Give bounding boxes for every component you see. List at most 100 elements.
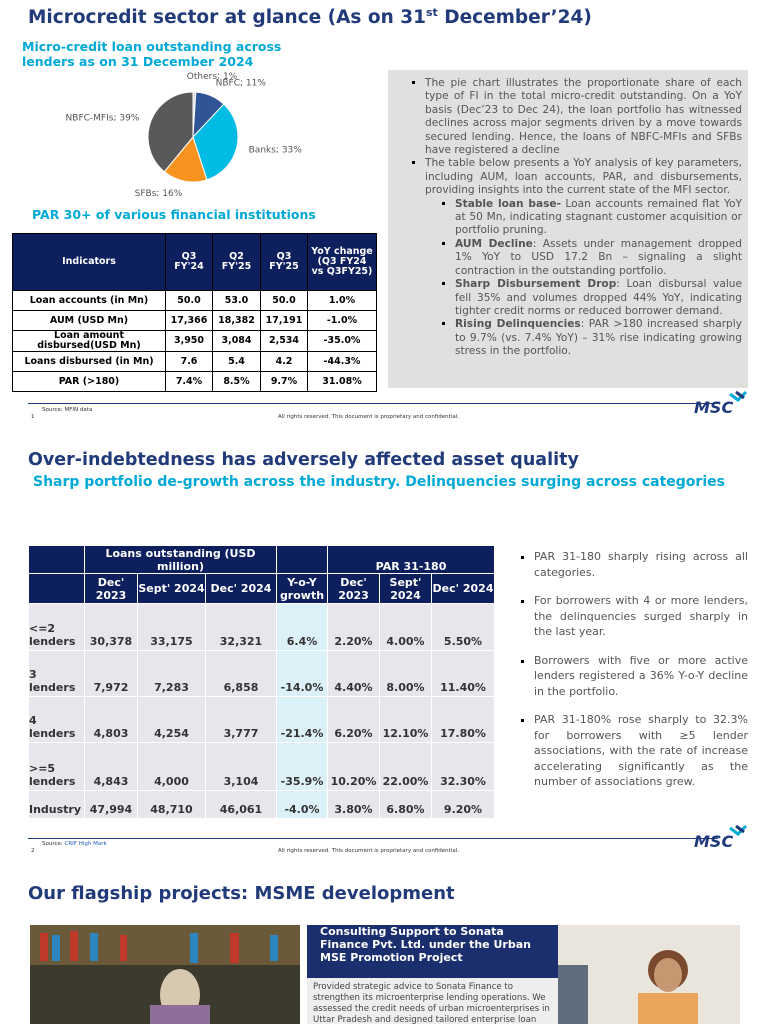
cell: Loan accounts (in Mn): [12, 290, 166, 311]
page-number: 1: [31, 414, 35, 420]
pie-category: NBFC-MFIs: [66, 113, 114, 123]
header-cell: Dec' 2024: [430, 573, 496, 604]
lender-table: Loans outstanding (USD million) PAR 31-18…: [28, 545, 496, 819]
cell: 4,254: [137, 696, 206, 743]
cell: 3.80%: [327, 790, 380, 819]
row: <=2 lenders 30,378 33,175 32,321 6.4% 2.20% 4.…: [28, 603, 496, 651]
cell: 3 lenders: [28, 650, 85, 697]
header-cell: Indicators: [12, 233, 166, 291]
bullet-list: PAR 31-180 sharply rising across all cat…: [516, 549, 748, 790]
cell: 4.40%: [327, 650, 380, 697]
pie-label: NBFC-MFIs; 39%: [66, 113, 140, 123]
footer-line: [28, 838, 718, 839]
notes-list: The pie chart illustrates the proportion…: [408, 77, 742, 359]
bullet: The table below presents a YoY analysis …: [425, 157, 742, 197]
logo-mark: [729, 824, 748, 836]
cell: 30,378: [84, 603, 138, 651]
cell: Industry: [28, 790, 85, 819]
cell: 4,803: [84, 696, 138, 743]
indicator-table: Indicators Q3 FY'24 Q2 FY'25 Q3 FY'25 YoY ch…: [12, 233, 377, 392]
source: Source: CRIF High Mark: [42, 841, 107, 847]
logo: MSC: [694, 832, 734, 851]
blank-cell: [276, 545, 328, 574]
cell: 3,950: [165, 330, 213, 352]
slide-title: Over-indebtedness has adversely affected…: [28, 450, 579, 470]
cell: 32,321: [205, 603, 277, 651]
bullet: The pie chart illustrates the proportion…: [425, 77, 742, 157]
blank-cell: [28, 573, 85, 604]
sub-bullet-text: : Loan disbursal value fell 35% and volu…: [455, 278, 742, 317]
cell: 2,534: [260, 330, 308, 352]
pie-value-label: 11%: [246, 78, 266, 88]
cell: 9.20%: [430, 790, 496, 819]
page-number: 2: [31, 848, 35, 854]
cell: 48,710: [137, 790, 206, 819]
cell: 6.20%: [327, 696, 380, 743]
cell: -21.4%: [276, 696, 328, 743]
logo: MSC: [694, 398, 734, 417]
source-name: CRIF High Mark: [64, 841, 107, 847]
cell: 8.00%: [379, 650, 432, 697]
pie-label: Banks; 33%: [249, 145, 303, 155]
slide-subtitle: Sharp portfolio de-growth across the ind…: [33, 474, 725, 490]
pie-heading: Micro-credit loan outstanding across len…: [22, 39, 282, 69]
cell: 11.40%: [430, 650, 496, 697]
notes-box: The pie chart illustrates the proportion…: [388, 70, 748, 388]
rights: All rights reserved. This document is pr…: [278, 848, 459, 854]
cell: 10.20%: [327, 742, 380, 791]
row: 3 lenders 7,972 7,283 6,858 -14.0% 4.40% 8.00%…: [28, 650, 496, 697]
cell: PAR (>180): [12, 371, 166, 392]
header-cell: Sept' 2024: [379, 573, 432, 604]
sub-bullet-list: Stable loan base- Loan accounts remained…: [425, 198, 742, 359]
cell: 4 lenders: [28, 696, 85, 743]
row: >=5 lenders 4,843 4,000 3,104 -35.9% 10.20% 22…: [28, 742, 496, 791]
card-title: Consulting Support to Sonata Finance Pvt…: [307, 925, 558, 978]
pie-category: Others: [187, 72, 218, 82]
cell: 4.2: [260, 351, 308, 372]
pie-value-label: 39%: [119, 113, 139, 123]
bullet: PAR 31-180% rose sharply to 32.3% for bo…: [534, 712, 748, 790]
cell: Loans disbursed (in Mn): [12, 351, 166, 372]
cell: 46,061: [205, 790, 277, 819]
pie-category: NBFC: [216, 78, 240, 88]
cell: 32.30%: [430, 742, 496, 791]
cell: 18,382: [212, 310, 261, 331]
cell: 3,104: [205, 742, 277, 791]
pie-label: Others; 1%: [187, 72, 238, 82]
bullets: PAR 31-180 sharply rising across all cat…: [516, 549, 748, 803]
slide-title: Microcredit sector at glance (As on 31st…: [28, 6, 592, 28]
row: Loan amount disbursed(USD Mn) 3,950 3,084 2…: [12, 330, 377, 352]
rights: All rights reserved. This document is pr…: [278, 414, 459, 420]
title-text: Microcredit sector at glance (As on 31: [28, 7, 426, 29]
cell: -44.3%: [307, 351, 377, 372]
header-cell: YoY change (Q3 FY24 vs Q3FY25): [307, 233, 377, 291]
header-row: Dec' 2023 Sept' 2024 Dec' 2024 Y-o-Y growth…: [28, 573, 496, 604]
pie-slice: [192, 103, 239, 181]
sub-bullet: Rising Delinquencies: PAR >180 increased…: [455, 318, 742, 358]
cell: 4,843: [84, 742, 138, 791]
sub-bullet-lead: Rising Delinquencies: [455, 318, 581, 331]
sub-bullet-text: : Assets under management dropped 1% YoY…: [455, 237, 742, 277]
photo-office: [558, 925, 740, 1024]
cell: 2.20%: [327, 603, 380, 651]
sub-bullet-lead: Sharp Disbursement Drop: [455, 278, 617, 291]
cell: 3,084: [212, 330, 261, 352]
cell: 4.00%: [379, 603, 432, 651]
pie-value-label: 1%: [223, 72, 238, 82]
cell: 6.80%: [379, 790, 432, 819]
cell: 47,994: [84, 790, 138, 819]
cell: 17,366: [165, 310, 213, 331]
slide-title: Our flagship projects: MSME development: [28, 883, 455, 904]
logo-mark: [729, 390, 748, 402]
cell: 4,000: [137, 742, 206, 791]
bullet: Borrowers with five or more active lende…: [534, 653, 748, 700]
cell: 3,777: [205, 696, 277, 743]
row: 4 lenders 4,803 4,254 3,777 -21.4% 6.20% 12.10…: [28, 696, 496, 743]
cell: >=5 lenders: [28, 742, 85, 791]
cell: 50.0: [260, 290, 308, 311]
header-cell: Dec' 2023: [84, 573, 138, 604]
title-text: December’24): [437, 7, 592, 29]
cell: -1.0%: [307, 310, 377, 331]
group-row: Loans outstanding (USD million) PAR 31-18…: [28, 545, 496, 574]
sub-bullet-text: : PAR >180 increased sharply to 9.7% (vs…: [455, 318, 742, 358]
